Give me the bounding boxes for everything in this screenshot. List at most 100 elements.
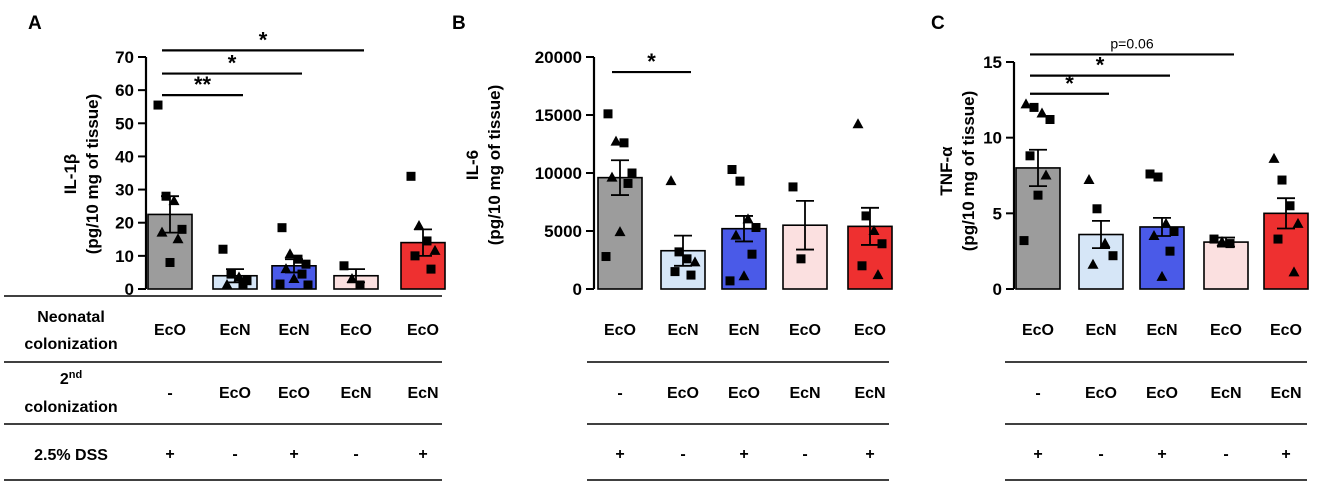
- point-b-2-0: [727, 165, 737, 175]
- cell-a-dss-2: +: [289, 446, 298, 463]
- y-tick-label-c-2: 10: [983, 129, 1002, 148]
- cell-b-dss-4: +: [865, 446, 874, 463]
- point-a-4-3: [429, 244, 441, 255]
- chart-panel-b: 0 5000 10000 15000 20000 *: [535, 48, 893, 299]
- point-b-0-1: [610, 135, 622, 146]
- sig-label-a-1: *: [228, 51, 237, 76]
- point-a-2-5: [297, 269, 307, 279]
- panel-letter-a: A: [28, 13, 42, 34]
- point-c-2-6: [1156, 270, 1168, 281]
- y-tick-label-a-1: 10: [115, 247, 134, 266]
- sig-label-c-1: *: [1096, 53, 1105, 78]
- point-a-1-4: [221, 279, 233, 289]
- point-b-2-1: [735, 176, 745, 186]
- cell-b-neonatal-3: EcO: [789, 322, 821, 339]
- cell-a-second-1: EcO: [219, 385, 251, 402]
- point-b-4-2: [868, 225, 880, 235]
- point-a-4-2: [422, 236, 432, 246]
- point-a-0-2: [168, 195, 180, 206]
- point-a-1-1: [226, 269, 236, 279]
- point-a-4-1: [413, 220, 425, 231]
- y-tick-label-a-4: 40: [115, 147, 134, 166]
- cell-c-dss-0: +: [1033, 446, 1042, 463]
- point-c-3-2: [1225, 239, 1235, 249]
- point-a-1-2: [233, 271, 245, 282]
- point-a-2-7: [275, 279, 285, 289]
- point-b-1-5: [686, 270, 696, 280]
- point-a-3-2: [355, 280, 365, 290]
- point-b-0-7: [601, 252, 611, 262]
- bar-c-0: [1015, 167, 1061, 290]
- point-a-0-3: [177, 224, 187, 234]
- point-a-2-6: [288, 273, 300, 284]
- ylabel-b: IL-6 (pg/10 mg of tissue): [463, 85, 504, 246]
- y-tick-label-a-5: 50: [115, 114, 134, 133]
- point-a-4-4: [410, 251, 420, 261]
- point-a-0-6: [165, 257, 175, 267]
- point-c-1-3: [1108, 251, 1118, 261]
- y-tick-label-b-0: 0: [573, 280, 582, 299]
- point-a-2-1: [284, 248, 296, 259]
- sig-label-b-0: *: [647, 49, 656, 74]
- point-a-4-5: [426, 264, 436, 274]
- cell-a-second-4: EcN: [407, 385, 438, 402]
- ylabel-b-line1: IL-6: [463, 150, 482, 180]
- point-b-1-0: [665, 175, 677, 186]
- point-c-4-5: [1288, 266, 1300, 277]
- point-c-4-0: [1268, 152, 1280, 163]
- row-label-second-number: 2: [60, 371, 69, 388]
- cell-c-neonatal-0: EcO: [1022, 322, 1054, 339]
- point-a-2-4: [280, 263, 292, 274]
- point-b-0-3: [627, 168, 637, 178]
- cell-b-dss-0: +: [615, 446, 624, 463]
- ylabel-a: IL-1β (pg/10 mg of tissue): [61, 94, 102, 255]
- point-a-1-0: [218, 244, 228, 254]
- cell-a-neonatal-4: EcO: [407, 322, 439, 339]
- point-a-0-1: [161, 191, 171, 201]
- point-b-4-3: [877, 239, 887, 249]
- ylabel-a-line2: (pg/10 mg of tissue): [83, 94, 102, 255]
- cell-c-neonatal-3: EcO: [1210, 322, 1242, 339]
- point-b-2-3: [751, 223, 761, 233]
- cell-b-second-1: EcO: [667, 385, 699, 402]
- cell-c-second-2: EcO: [1146, 385, 1178, 402]
- y-tick-label-b-4: 20000: [535, 48, 582, 67]
- point-c-2-0: [1145, 169, 1155, 179]
- cell-b-neonatal-2: EcN: [728, 322, 759, 339]
- cell-b-neonatal-1: EcN: [667, 322, 698, 339]
- point-b-1-1: [674, 247, 684, 257]
- point-b-1-2: [682, 254, 692, 264]
- point-a-2-3: [301, 259, 311, 269]
- point-c-1-0: [1083, 174, 1095, 185]
- point-c-3-0: [1209, 234, 1219, 244]
- table-lines: [4, 295, 1307, 481]
- point-c-2-2: [1160, 217, 1172, 228]
- point-a-4-0: [406, 171, 416, 181]
- point-c-2-1: [1153, 172, 1163, 182]
- point-b-3-0: [788, 182, 798, 192]
- sig-label-c-2: p=0.06: [1110, 35, 1153, 51]
- cell-c-second-4: EcN: [1270, 385, 1301, 402]
- cell-b-neonatal-4: EcO: [854, 322, 886, 339]
- cell-c-dss-1: -: [1098, 446, 1103, 463]
- point-b-0-5: [623, 178, 633, 188]
- point-b-0-6: [614, 226, 626, 237]
- cell-a-neonatal-2: EcN: [278, 322, 309, 339]
- point-c-2-3: [1169, 226, 1179, 236]
- point-c-1-2: [1099, 237, 1111, 248]
- cell-c-dss-3: -: [1223, 446, 1228, 463]
- point-c-4-3: [1292, 217, 1304, 228]
- cell-c-dss-4: +: [1281, 446, 1290, 463]
- point-c-0-3: [1045, 115, 1055, 125]
- cell-b-dss-2: +: [739, 446, 748, 463]
- sig-label-a-0: **: [194, 72, 212, 97]
- y-tick-label-b-3: 15000: [535, 106, 582, 125]
- point-c-2-4: [1148, 230, 1160, 241]
- cell-b-second-0: -: [617, 385, 622, 402]
- point-b-0-4: [606, 171, 618, 182]
- y-tick-label-c-0: 0: [993, 280, 1002, 299]
- point-c-3-1: [1216, 236, 1228, 247]
- cell-b-second-2: EcO: [728, 385, 760, 402]
